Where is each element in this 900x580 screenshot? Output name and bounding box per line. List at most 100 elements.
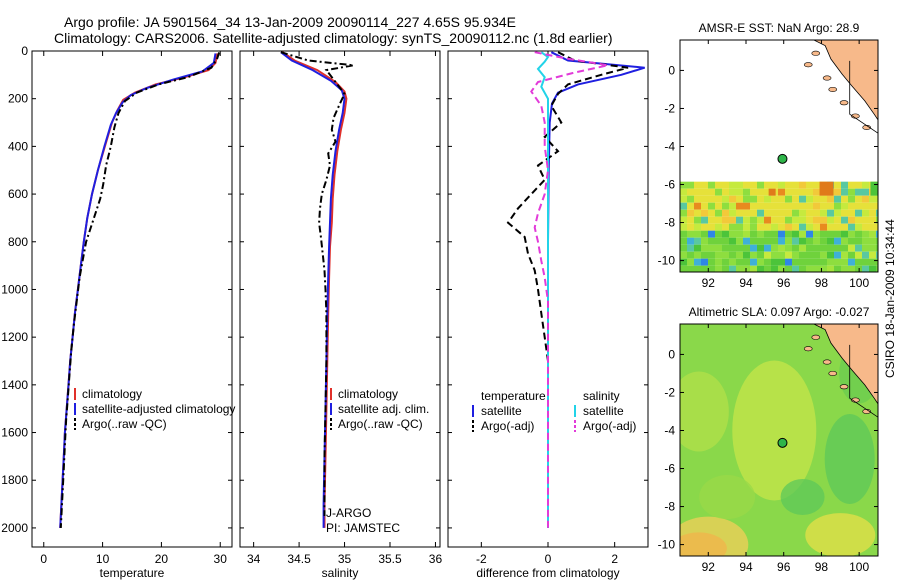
sst-cell bbox=[687, 251, 694, 259]
sla-region bbox=[680, 532, 727, 556]
sst-cell bbox=[834, 195, 841, 203]
sst-cell bbox=[715, 251, 722, 259]
sst-cell bbox=[708, 202, 715, 210]
sst-cell bbox=[806, 244, 813, 252]
legend-label: satellite bbox=[481, 404, 522, 418]
sst-cell bbox=[771, 230, 778, 238]
sst-cell bbox=[862, 244, 869, 252]
annotation: PI: JAMSTEC bbox=[326, 521, 400, 535]
sst-cell bbox=[799, 258, 806, 266]
sst-cell bbox=[876, 223, 878, 231]
sst-cell bbox=[785, 244, 792, 252]
y-tick-label: 2000 bbox=[1, 521, 28, 535]
y-tick-label: 0 bbox=[668, 63, 675, 77]
sst-cell bbox=[862, 258, 869, 266]
sst-cell bbox=[750, 258, 757, 266]
sst-cell bbox=[827, 216, 834, 224]
sst-cell bbox=[694, 181, 701, 189]
sst-cell bbox=[750, 209, 757, 217]
argo-location-marker bbox=[777, 437, 788, 448]
sst-cell bbox=[722, 202, 729, 210]
sst-cell bbox=[715, 244, 722, 252]
sst-cell bbox=[813, 258, 820, 266]
sst-cell bbox=[799, 244, 806, 252]
legend-label: Argo(-adj) bbox=[583, 419, 636, 433]
sst-cell bbox=[750, 216, 757, 224]
x-tick-label: 96 bbox=[777, 560, 791, 574]
sst-cell bbox=[736, 188, 743, 196]
sst-cell bbox=[743, 202, 750, 210]
sst-cell bbox=[778, 244, 785, 252]
sst-cell bbox=[680, 209, 687, 217]
sst-cell bbox=[806, 265, 813, 272]
sst-cell bbox=[729, 230, 736, 238]
y-tick-label: -10 bbox=[658, 538, 676, 552]
sst-cell bbox=[715, 216, 722, 224]
sst-cell bbox=[729, 216, 736, 224]
sst-cell bbox=[722, 237, 729, 245]
sst-cell bbox=[722, 188, 729, 196]
map-content bbox=[680, 40, 878, 272]
sst-cell bbox=[841, 265, 848, 272]
sst-cell bbox=[827, 209, 834, 217]
sst-cell bbox=[694, 216, 701, 224]
x-tick-label: 34.5 bbox=[287, 552, 311, 566]
sst-cell bbox=[764, 251, 771, 259]
sst-cell bbox=[827, 195, 834, 203]
map-line bbox=[849, 60, 878, 134]
sst-cell bbox=[743, 209, 750, 217]
sst-cell bbox=[819, 181, 834, 196]
sst-cell bbox=[834, 237, 841, 245]
sst-cell bbox=[701, 216, 708, 224]
sst-cell bbox=[729, 258, 736, 266]
sst-cell bbox=[764, 265, 771, 272]
figure-title-line2: Climatology: CARS2006. Satellite-adjuste… bbox=[54, 30, 613, 46]
x-axis-label: difference from climatology bbox=[476, 566, 619, 580]
temperature-panel: 0 10 20 30 0 200 400 600 800 1000 1200 1400 1600 1800… bbox=[1, 44, 235, 580]
sst-cell bbox=[729, 244, 736, 252]
sst-cell bbox=[785, 195, 792, 203]
sst-cell bbox=[701, 188, 708, 196]
sst-cell bbox=[841, 223, 848, 231]
sst-cell bbox=[743, 188, 750, 196]
sst-cell bbox=[715, 265, 722, 272]
sst-cell bbox=[862, 195, 869, 203]
legend-label: climatology bbox=[82, 387, 142, 401]
series-group bbox=[59, 52, 221, 528]
sst-cell bbox=[848, 181, 855, 189]
sst-cell bbox=[785, 188, 792, 196]
sst-cell bbox=[876, 216, 878, 224]
sst-cell bbox=[778, 230, 785, 238]
sst-cell bbox=[687, 223, 694, 231]
sst-cell bbox=[827, 230, 834, 238]
sst-cell bbox=[799, 265, 806, 272]
sst-cell bbox=[694, 209, 701, 217]
x-tick-label: 100 bbox=[849, 276, 869, 290]
y-tick-label: -8 bbox=[664, 216, 675, 230]
sst-cell bbox=[687, 181, 694, 189]
sst-cell bbox=[848, 209, 855, 217]
sst-cell bbox=[764, 244, 771, 252]
sst-cell bbox=[778, 223, 785, 231]
sst-cell bbox=[729, 209, 736, 217]
sst-cell bbox=[729, 237, 736, 245]
annotation: J-ARGO bbox=[326, 506, 371, 520]
sst-cell bbox=[827, 223, 834, 231]
sst-cell bbox=[799, 237, 806, 245]
sla-region bbox=[780, 479, 825, 516]
sst-cell bbox=[757, 265, 764, 272]
sst-cell bbox=[680, 195, 687, 203]
sst-cell bbox=[855, 258, 862, 266]
plot-frame bbox=[31, 50, 233, 548]
land-island bbox=[828, 86, 838, 92]
x-tick-label: 35 bbox=[338, 552, 352, 566]
sst-cell bbox=[834, 188, 841, 196]
sst-cell bbox=[743, 181, 750, 189]
sst-cell bbox=[792, 188, 799, 196]
sst-cell bbox=[701, 230, 708, 238]
sst-cell bbox=[743, 216, 750, 224]
sst-cell bbox=[708, 195, 715, 203]
sst-cell bbox=[820, 258, 827, 266]
